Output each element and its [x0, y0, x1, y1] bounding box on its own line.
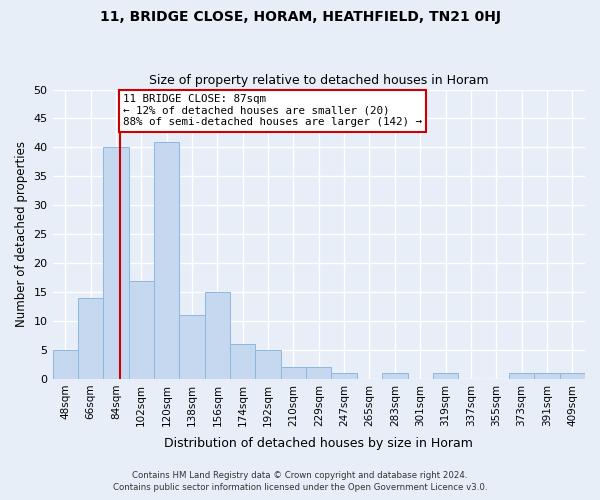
X-axis label: Distribution of detached houses by size in Horam: Distribution of detached houses by size …: [164, 437, 473, 450]
Bar: [433, 373, 458, 379]
Bar: [179, 315, 205, 379]
Title: Size of property relative to detached houses in Horam: Size of property relative to detached ho…: [149, 74, 488, 87]
Bar: [78, 298, 103, 379]
Bar: [509, 373, 534, 379]
Bar: [382, 373, 407, 379]
Bar: [331, 373, 357, 379]
Bar: [205, 292, 230, 379]
Text: Contains HM Land Registry data © Crown copyright and database right 2024.
Contai: Contains HM Land Registry data © Crown c…: [113, 471, 487, 492]
Text: 11 BRIDGE CLOSE: 87sqm
← 12% of detached houses are smaller (20)
88% of semi-det: 11 BRIDGE CLOSE: 87sqm ← 12% of detached…: [123, 94, 422, 128]
Y-axis label: Number of detached properties: Number of detached properties: [15, 141, 28, 327]
Bar: [230, 344, 256, 379]
Bar: [128, 280, 154, 379]
Bar: [53, 350, 78, 379]
Bar: [534, 373, 560, 379]
Bar: [256, 350, 281, 379]
Bar: [281, 368, 306, 379]
Text: 11, BRIDGE CLOSE, HORAM, HEATHFIELD, TN21 0HJ: 11, BRIDGE CLOSE, HORAM, HEATHFIELD, TN2…: [100, 10, 500, 24]
Bar: [306, 368, 331, 379]
Bar: [154, 142, 179, 379]
Bar: [103, 148, 128, 379]
Bar: [560, 373, 585, 379]
